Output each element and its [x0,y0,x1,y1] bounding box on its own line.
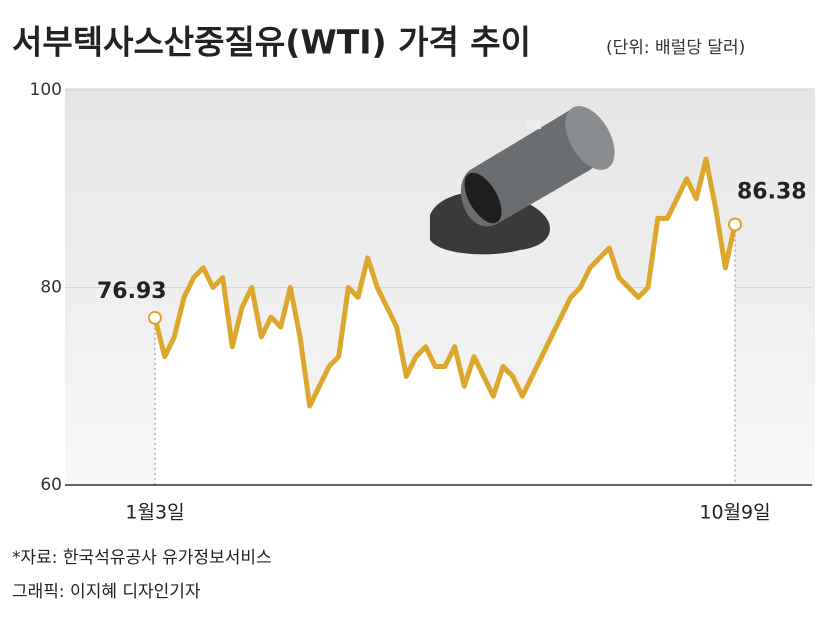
source-note: *자료: 한국석유공사 유가정보서비스 [12,548,272,568]
barrel-opening [464,172,502,224]
chart-title: 서부텍사스산중질유(WTI) 가격 추이 [12,23,531,62]
area-fill [155,159,735,485]
credit-note: 그래픽: 이지혜 디자인기자 [12,582,201,602]
value-label: 86.38 [737,179,807,204]
x-tick-label: 10월9일 [699,502,770,524]
value-label: 76.93 [97,279,167,304]
x-tick-label: 1월3일 [125,502,184,524]
end-point [728,217,742,232]
chart-subtitle: (단위: 배럴당 달러) [606,38,745,58]
barrel-cap [527,120,541,129]
y-tick-label: 60 [40,475,62,495]
y-tick-label: 100 [30,80,62,100]
price-line [152,156,738,409]
end-point [148,310,162,325]
y-tick-label: 80 [40,278,62,298]
barrel-illustration [430,106,615,255]
barrel-lid [565,106,615,170]
